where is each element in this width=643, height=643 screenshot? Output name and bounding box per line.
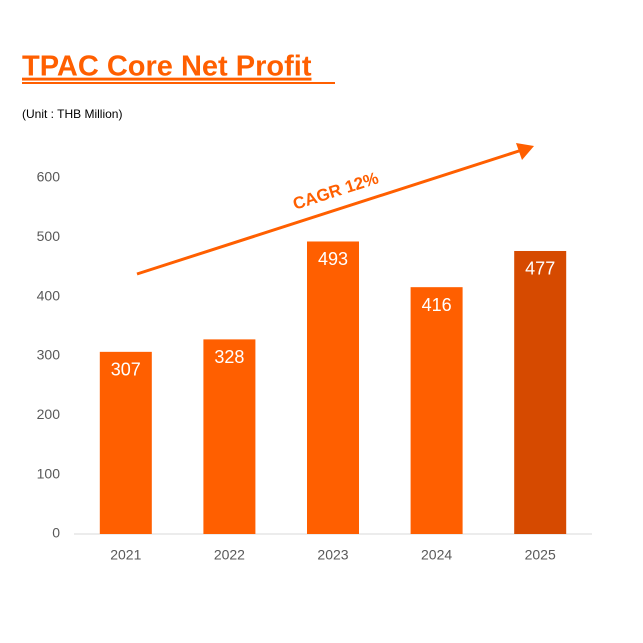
- bar: [514, 250, 567, 535]
- x-tick-label: 2024: [421, 547, 452, 563]
- x-tick-label: 2025: [525, 547, 556, 563]
- x-tick-label: 2023: [317, 547, 348, 563]
- bar: [203, 339, 256, 534]
- chart-subtitle: (Unit : THB Million): [22, 107, 122, 121]
- chart-title: TPAC Core Net Profit: [22, 51, 312, 83]
- annotation: CAGR 12%: [291, 168, 381, 213]
- value-label: 477: [525, 259, 555, 279]
- bar: [99, 351, 152, 534]
- trend-arrow: [136, 148, 523, 276]
- y-tick-label: 400: [37, 287, 61, 303]
- value-label: 328: [214, 347, 244, 367]
- value-label: 416: [422, 295, 452, 315]
- y-tick-label: 100: [37, 465, 61, 481]
- y-tick-label: 600: [37, 169, 61, 185]
- y-tick-label: 200: [37, 406, 61, 422]
- bar: [410, 287, 463, 534]
- value-label: 493: [318, 249, 348, 269]
- x-tick-label: 2022: [214, 547, 245, 563]
- arrow-head: [516, 143, 534, 160]
- y-tick-label: 500: [37, 228, 61, 244]
- x-tick-label: 2021: [110, 547, 141, 563]
- value-label: 307: [111, 360, 141, 380]
- bar: [307, 241, 359, 534]
- y-tick-label: 0: [52, 525, 60, 541]
- y-tick-label: 300: [37, 347, 61, 363]
